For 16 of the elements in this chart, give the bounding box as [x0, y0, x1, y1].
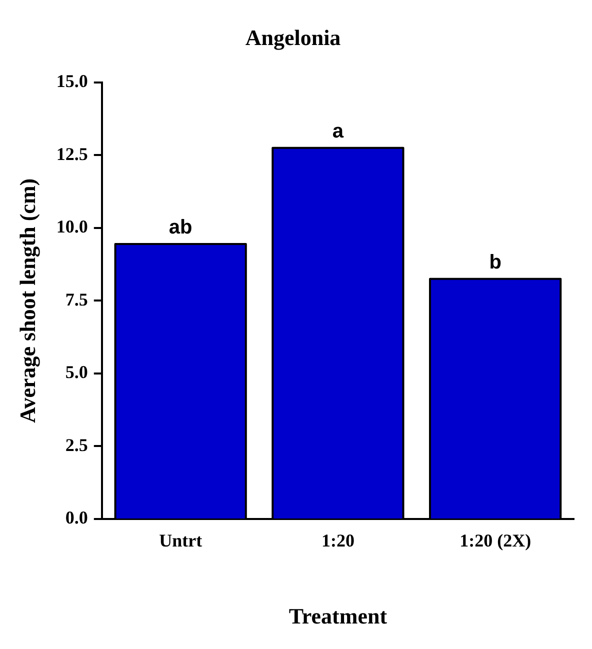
y-tick-label: 10.0 [56, 216, 88, 237]
annotation: b [489, 251, 502, 274]
x-tick-label: Untrt [159, 530, 202, 550]
y-tick-label: 0.0 [65, 508, 88, 528]
y-tick-label: 12.5 [56, 144, 88, 164]
annotation: a [332, 120, 344, 142]
x-tick-label: 1:20 (2X) [460, 530, 532, 550]
y-tick-label: 15.0 [56, 71, 88, 92]
x-axis-title: Treatment [288, 603, 388, 628]
y-tick-label: 2.5 [65, 434, 88, 455]
y-tick-label: 7.5 [65, 289, 88, 310]
x-tick-label: 1:20 [321, 530, 354, 550]
y-axis-title: Average shoot length (cm) [14, 178, 40, 423]
y-tick-label: 5.0 [65, 362, 88, 382]
annotation: ab [168, 216, 192, 238]
chart-title: Angelonia [245, 24, 341, 50]
